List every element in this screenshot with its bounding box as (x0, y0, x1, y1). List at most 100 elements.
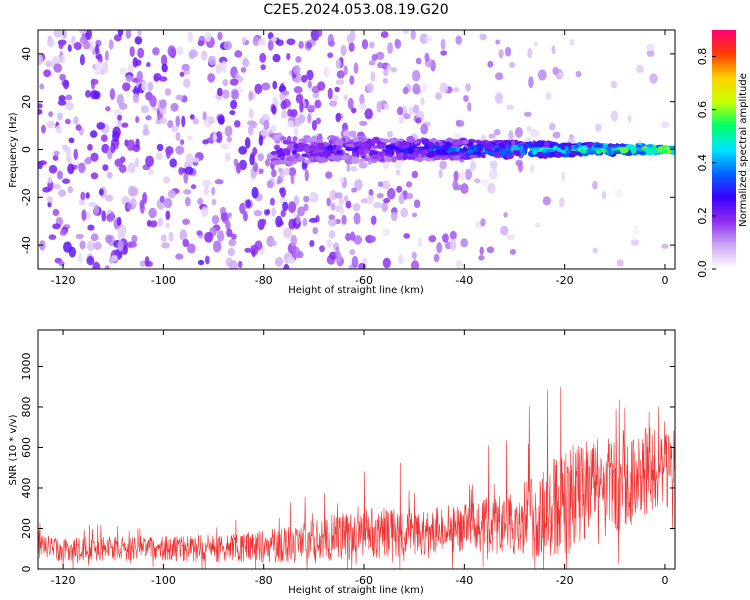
heatmap-cell (557, 72, 565, 78)
heatmap-cell (410, 260, 420, 269)
heatmap-cell (259, 52, 267, 63)
heatmap-cell (335, 112, 341, 123)
heatmap-cell (345, 143, 355, 147)
heatmap-cell (184, 166, 194, 175)
heatmap-cell (317, 158, 325, 164)
heatmap-cell (303, 203, 309, 212)
heatmap-cell (533, 41, 539, 47)
heatmap-cell (181, 115, 186, 128)
heatmap-cell (197, 259, 205, 266)
heatmap-cell (397, 142, 407, 147)
heatmap-cell (510, 144, 521, 151)
heatmap-cell (630, 239, 640, 246)
heatmap-cell (440, 38, 446, 50)
heatmap-cell (119, 67, 127, 75)
heatmap-cell (403, 233, 411, 239)
heatmap-cell (348, 130, 357, 138)
heatmap-cell (101, 210, 107, 222)
heatmap-cell (211, 186, 216, 196)
heatmap-cell (105, 234, 113, 244)
heatmap-cell (487, 60, 494, 68)
heatmap-cell (311, 119, 318, 131)
heatmap-cell (396, 153, 403, 161)
snr-y-tick-label: 800 (20, 396, 33, 417)
heatmap-cell (306, 69, 314, 81)
heatmap-cell (370, 215, 377, 226)
heatmap-cell (181, 63, 190, 72)
spectrogram-x-axis: -120 -100 -80 -60 -40 -20 0 (51, 30, 668, 287)
heatmap-cell (175, 115, 181, 127)
heatmap-cell (411, 251, 417, 260)
heatmap-cell (270, 36, 278, 43)
heatmap-cell (208, 55, 216, 66)
heatmap-cell (376, 151, 387, 156)
heatmap-cell (359, 93, 365, 106)
colorbar-tick-label: 0.4 (696, 154, 709, 172)
heatmap-cell (364, 158, 370, 162)
heatmap-cell (179, 229, 188, 242)
heatmap-cell (90, 172, 99, 180)
heatmap-cell (257, 153, 265, 162)
heatmap-cell (403, 113, 411, 120)
heatmap-cell (529, 129, 539, 138)
spectrogram-x-tick-label: 0 (661, 274, 668, 287)
snr-x-tick-label: -60 (355, 574, 373, 587)
heatmap-cell (77, 253, 83, 263)
heatmap-cell (340, 154, 349, 161)
heatmap-cell (453, 170, 459, 182)
heatmap-cell (167, 120, 174, 129)
heatmap-cell (263, 209, 270, 216)
heatmap-cell (411, 70, 421, 82)
heatmap-cell (68, 137, 75, 144)
heatmap-cell (627, 115, 632, 123)
heatmap-cell (328, 214, 336, 220)
heatmap-cell (298, 40, 304, 49)
heatmap-cell (280, 100, 287, 110)
heatmap-cell (413, 199, 421, 209)
heatmap-cell (610, 80, 618, 89)
heatmap-cell (109, 88, 116, 100)
heatmap-cell (179, 71, 185, 77)
heatmap-cell (85, 192, 90, 199)
heatmap-cell (73, 148, 79, 160)
heatmap-cell (316, 30, 323, 37)
heatmap-cell (287, 120, 294, 128)
heatmap-cell (458, 169, 467, 182)
heatmap-cell (274, 256, 284, 267)
heatmap-cell (237, 260, 243, 269)
heatmap-cell (304, 169, 309, 182)
heatmap-cell (382, 78, 388, 84)
spectrogram-panel: -120 -100 -80 -60 -40 -20 0 -40 -20 0 20 40 Height… (8, 29, 676, 296)
heatmap-cell (297, 206, 305, 217)
heatmap-cell (532, 149, 538, 155)
heatmap-cell (349, 75, 355, 86)
heatmap-cell (610, 110, 619, 122)
heatmap-cell (46, 196, 54, 203)
heatmap-cell (488, 133, 496, 139)
heatmap-cell (420, 123, 429, 135)
heatmap-cell (652, 145, 657, 150)
heatmap-cell (229, 110, 236, 116)
snr-x-tick-label: -80 (255, 574, 273, 587)
heatmap-cell (159, 99, 167, 109)
heatmap-cell (552, 145, 558, 151)
heatmap-cell (40, 124, 46, 134)
heatmap-cell (85, 30, 93, 41)
heatmap-cell (62, 79, 70, 90)
heatmap-cell (215, 131, 223, 144)
heatmap-cell (272, 53, 281, 63)
heatmap-cell (229, 78, 239, 86)
heatmap-cell (241, 36, 247, 43)
heatmap-cell (376, 101, 382, 113)
heatmap-cell (216, 230, 225, 242)
heatmap-cell (189, 114, 195, 120)
heatmap-cell (645, 43, 655, 52)
heatmap-cell (439, 160, 447, 170)
heatmap-cell (270, 151, 278, 155)
heatmap-cell (371, 54, 378, 62)
heatmap-cell (57, 99, 67, 106)
heatmap-cell (488, 169, 498, 180)
heatmap-cell (146, 62, 151, 68)
heatmap-cell (476, 147, 484, 153)
heatmap-cell (263, 119, 270, 131)
